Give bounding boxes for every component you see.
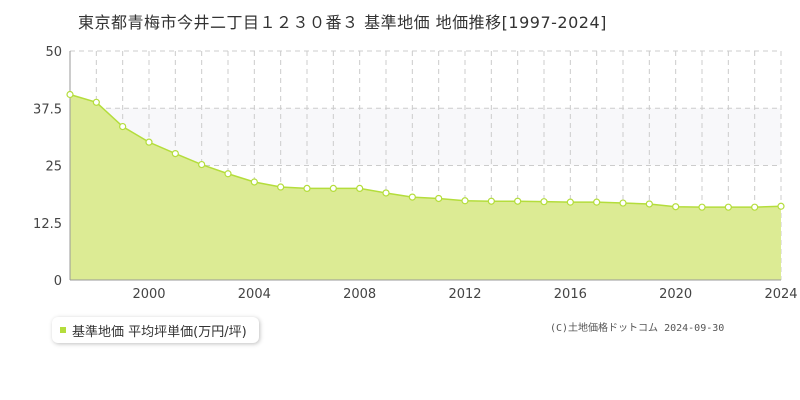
data-point (698, 203, 706, 211)
data-point (487, 197, 495, 205)
data-point (777, 202, 785, 210)
y-tick-label: 25 (45, 160, 62, 175)
data-point (461, 197, 469, 205)
data-point (329, 184, 337, 192)
data-point (751, 203, 759, 211)
data-point (408, 193, 416, 201)
x-tick-label: 2008 (343, 287, 376, 302)
y-tick-label: 0 (54, 274, 62, 289)
data-point (356, 184, 364, 192)
data-point (619, 199, 627, 207)
x-tick-label: 2024 (764, 287, 797, 302)
legend: 基準地価 平均坪単価(万円/坪) (52, 317, 259, 343)
legend-marker (60, 327, 66, 333)
x-tick-label: 2000 (132, 287, 165, 302)
grid-band (70, 108, 781, 166)
data-point (250, 178, 258, 186)
data-point (119, 122, 127, 131)
data-point (145, 138, 153, 146)
chart-title: 東京都青梅市今井二丁目１２３０番３ 基準地価 地価推移[1997-2024] (78, 13, 607, 32)
data-point (92, 98, 100, 106)
x-tick-label: 2004 (238, 287, 271, 302)
data-point (198, 160, 206, 169)
y-tick-label: 50 (45, 45, 62, 60)
series-area (70, 94, 781, 280)
data-point (672, 203, 680, 211)
data-point (435, 194, 443, 203)
tick-label-layer: 0 12.5 25 37.5 50 2000 2004 2008 2012 2016 2020 202… (33, 45, 798, 302)
data-point (303, 184, 311, 192)
y-tick-label: 37.5 (33, 102, 62, 117)
data-point (514, 197, 522, 205)
data-point (224, 170, 232, 178)
data-point (171, 149, 179, 158)
x-tick-label: 2012 (448, 287, 481, 302)
data-point (645, 200, 653, 208)
data-point (277, 183, 285, 191)
point-layer (66, 90, 785, 211)
area-layer (69, 93, 782, 280)
data-point (540, 198, 548, 206)
data-point (724, 203, 732, 211)
data-point (382, 189, 390, 197)
x-tick-label: 2020 (659, 287, 692, 302)
highlight-band-layer (70, 108, 781, 166)
data-point (66, 90, 74, 99)
data-point (593, 198, 601, 206)
y-tick-label: 12.5 (33, 217, 62, 232)
legend-label: 基準地価 平均坪単価(万円/坪) (72, 324, 247, 340)
x-tick-label: 2016 (554, 287, 587, 302)
axis-layer (69, 51, 781, 281)
copyright-credit: (C)土地価格ドットコム 2024-09-30 (550, 323, 725, 334)
data-point (566, 198, 574, 206)
series-line (69, 93, 782, 208)
